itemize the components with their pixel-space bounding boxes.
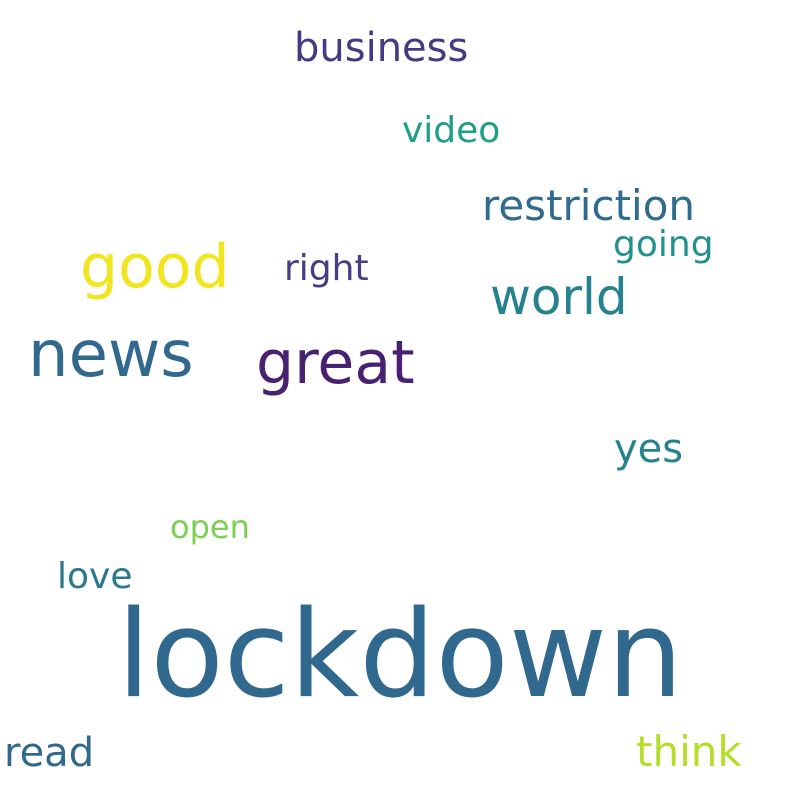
word-love: love: [57, 556, 133, 597]
word-right: right: [284, 248, 369, 289]
word-world: world: [490, 268, 628, 326]
word-read: read: [4, 730, 95, 776]
word-good: good: [80, 232, 230, 302]
word-news: news: [28, 318, 194, 392]
word-think: think: [636, 727, 742, 776]
word-going: going: [613, 224, 714, 265]
word-yes: yes: [614, 426, 684, 472]
word-great: great: [256, 328, 415, 398]
word-video: video: [402, 110, 501, 151]
word-restriction: restriction: [482, 181, 696, 230]
word-open: open: [170, 508, 250, 546]
word-business: business: [294, 25, 469, 71]
word-lockdown: lockdown: [117, 586, 684, 725]
